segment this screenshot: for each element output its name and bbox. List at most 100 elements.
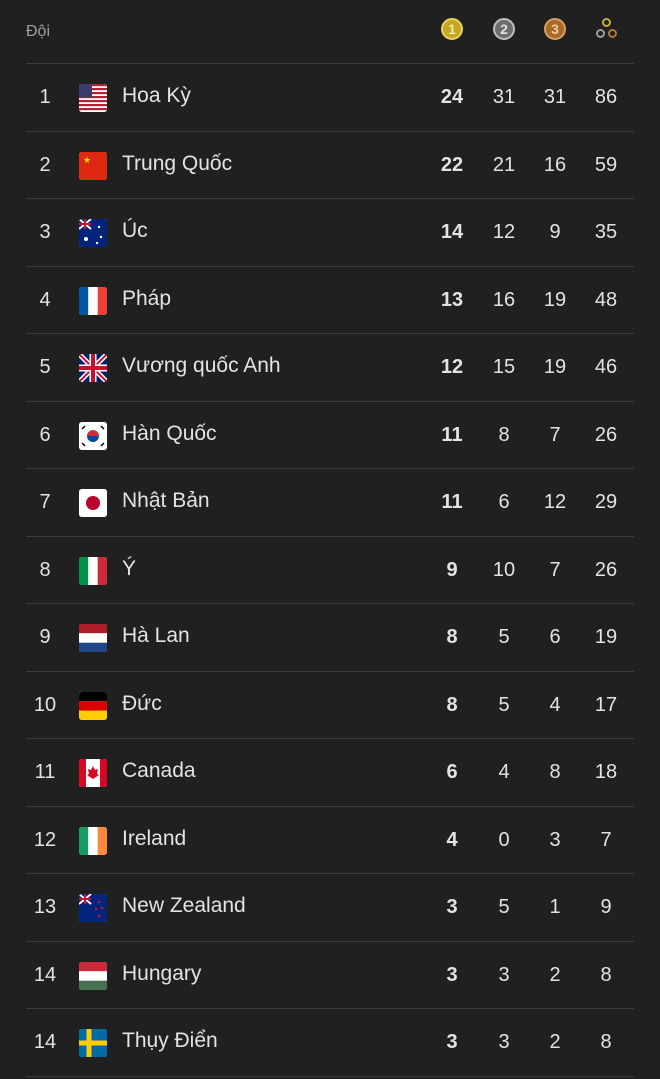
flag-nl-icon bbox=[79, 624, 107, 652]
country-name[interactable]: Trung Quốc bbox=[122, 151, 233, 175]
rank: 13 bbox=[33, 896, 57, 918]
country-name[interactable]: Ý bbox=[122, 556, 137, 580]
silver-count: 3 bbox=[498, 963, 510, 986]
gold-count: 3 bbox=[446, 896, 458, 918]
table-row[interactable]: 12 Ireland 4 0 3 7 bbox=[26, 805, 634, 874]
rank: 1 bbox=[39, 86, 51, 108]
table-row[interactable]: 1 Hoa Kỳ 24 31 31 86 bbox=[26, 63, 634, 131]
total-count: 46 bbox=[594, 356, 618, 378]
team-column-header: Đội bbox=[26, 23, 51, 40]
total-count: 48 bbox=[594, 288, 618, 311]
rank: 10 bbox=[33, 693, 57, 716]
country-name[interactable]: Đức bbox=[122, 691, 162, 715]
country-name[interactable]: Úc bbox=[122, 219, 148, 242]
table-row[interactable]: 11 Canada 6 4 8 18 bbox=[26, 738, 634, 806]
table-row[interactable]: 6 Hàn Quốc 11 8 7 26 bbox=[26, 400, 634, 469]
country-name[interactable]: Pháp bbox=[122, 286, 172, 310]
flag-us-icon bbox=[79, 84, 107, 112]
flag-de-icon bbox=[79, 691, 107, 720]
total-count: 59 bbox=[594, 153, 618, 176]
medal-table: 1 Hoa Kỳ 24 31 31 86 2 ★ Trung Quốc 22 21 16 59 3 Úc 14… bbox=[0, 63, 660, 1076]
gold-medal-icon[interactable]: 1 bbox=[441, 18, 463, 40]
gold-count: 8 bbox=[446, 693, 458, 716]
gold-count: 24 bbox=[440, 86, 464, 108]
gold-count: 13 bbox=[440, 288, 464, 311]
total-medals-icon[interactable] bbox=[594, 18, 620, 44]
rank: 2 bbox=[39, 153, 51, 176]
table-row[interactable]: 14 Hungary 3 3 2 8 bbox=[26, 940, 634, 1009]
flag-jp-icon bbox=[79, 489, 107, 517]
rank: 7 bbox=[39, 491, 51, 513]
flag-gb-icon bbox=[79, 354, 107, 382]
bronze-count: 9 bbox=[549, 221, 561, 243]
country-name[interactable]: Hoa Kỳ bbox=[122, 84, 191, 107]
flag-nz-icon bbox=[79, 894, 107, 922]
total-count: 35 bbox=[594, 221, 618, 243]
gold-count: 3 bbox=[446, 1031, 458, 1053]
flag-it-icon bbox=[79, 556, 107, 585]
flag-ie-icon bbox=[79, 826, 107, 855]
bronze-count: 7 bbox=[549, 423, 561, 446]
silver-count: 15 bbox=[492, 356, 516, 378]
country-name[interactable]: Nhật Bản bbox=[122, 489, 210, 512]
silver-medal-icon[interactable]: 2 bbox=[493, 18, 515, 40]
bronze-count: 4 bbox=[549, 693, 561, 716]
table-row[interactable]: 13 New Zealand 3 5 1 9 bbox=[26, 873, 634, 941]
svg-text:★: ★ bbox=[83, 155, 91, 165]
total-count: 19 bbox=[594, 626, 618, 648]
silver-count: 10 bbox=[492, 558, 516, 581]
bronze-count: 12 bbox=[543, 491, 567, 513]
total-count: 29 bbox=[594, 491, 618, 513]
silver-count: 6 bbox=[498, 491, 510, 513]
gold-count: 12 bbox=[440, 356, 464, 378]
bronze-count: 19 bbox=[543, 288, 567, 311]
total-count: 86 bbox=[594, 86, 618, 108]
country-name[interactable]: Hà Lan bbox=[122, 624, 190, 647]
rank: 4 bbox=[39, 288, 51, 311]
table-row[interactable]: 14 Thụy Điển 3 3 2 8 bbox=[26, 1008, 634, 1076]
gold-count: 6 bbox=[446, 761, 458, 783]
rank: 11 bbox=[34, 761, 56, 783]
country-name[interactable]: Ireland bbox=[122, 826, 187, 850]
gold-count: 14 bbox=[440, 221, 464, 243]
rank: 3 bbox=[39, 221, 51, 243]
silver-count: 5 bbox=[498, 896, 510, 918]
gold-count: 11 bbox=[441, 491, 463, 513]
flag-ca-icon bbox=[79, 759, 107, 787]
country-name[interactable]: Thụy Điển bbox=[122, 1029, 218, 1052]
table-row[interactable]: 7 Nhật Bản 11 6 12 29 bbox=[26, 468, 634, 536]
table-row[interactable]: 4 Pháp 13 16 19 48 bbox=[26, 265, 634, 334]
bronze-count: 16 bbox=[543, 153, 567, 176]
country-name[interactable]: Canada bbox=[122, 759, 196, 782]
country-name[interactable]: New Zealand bbox=[122, 894, 246, 917]
gold-count: 3 bbox=[446, 963, 458, 986]
bronze-count: 3 bbox=[549, 828, 561, 851]
rank: 8 bbox=[39, 558, 51, 581]
silver-count: 4 bbox=[498, 761, 510, 783]
table-row[interactable]: 10 Đức 8 5 4 17 bbox=[26, 670, 634, 739]
gold-count: 8 bbox=[446, 626, 458, 648]
country-name[interactable]: Vương quốc Anh bbox=[122, 354, 281, 377]
gold-count: 22 bbox=[440, 153, 464, 176]
bronze-count: 2 bbox=[549, 963, 561, 986]
table-row[interactable]: 9 Hà Lan 8 5 6 19 bbox=[26, 603, 634, 671]
flag-cn-icon: ★ bbox=[79, 151, 107, 180]
gold-count: 11 bbox=[441, 423, 463, 446]
silver-count: 0 bbox=[498, 828, 510, 851]
silver-count: 16 bbox=[492, 288, 516, 311]
rank: 12 bbox=[33, 828, 57, 851]
flag-kr-icon bbox=[79, 421, 107, 450]
table-row[interactable]: 5 Vương quốc Anh 12 15 19 46 bbox=[26, 333, 634, 401]
table-row[interactable]: 8 Ý 9 10 7 26 bbox=[26, 535, 634, 604]
flag-au-icon bbox=[79, 219, 107, 247]
divider bbox=[26, 1075, 634, 1077]
total-count: 26 bbox=[594, 558, 618, 581]
table-row[interactable]: 3 Úc 14 12 9 35 bbox=[26, 198, 634, 266]
flag-fr-icon bbox=[79, 286, 107, 315]
bronze-medal-icon[interactable]: 3 bbox=[544, 18, 566, 40]
country-name[interactable]: Hàn Quốc bbox=[122, 421, 217, 445]
country-name[interactable]: Hungary bbox=[122, 961, 202, 985]
table-row[interactable]: 2 ★ Trung Quốc 22 21 16 59 bbox=[26, 130, 634, 199]
gold-count: 9 bbox=[446, 558, 458, 581]
silver-count: 8 bbox=[498, 423, 510, 446]
